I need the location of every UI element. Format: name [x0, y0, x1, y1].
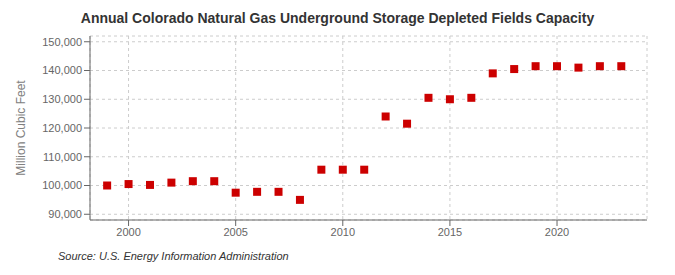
svg-text:2005: 2005: [223, 226, 247, 238]
svg-text:110,000: 110,000: [43, 151, 82, 163]
svg-text:140,000: 140,000: [42, 64, 82, 76]
html-text:Annual Colorado Natural Gas Un: Annual Colorado Natural Gas Underground …: [80, 10, 595, 26]
svg-text:2015: 2015: [438, 226, 462, 238]
svg-text:100,000: 100,000: [42, 179, 82, 191]
svg-text:130,000: 130,000: [42, 93, 82, 105]
svg-text:120,000: 120,000: [42, 122, 82, 134]
svg-text:90,000: 90,000: [48, 208, 82, 220]
svg-text:2020: 2020: [545, 226, 569, 238]
svg-text:2000: 2000: [116, 226, 140, 238]
svg-text:Million Cubic Feet: Million Cubic Feet: [14, 80, 28, 176]
html-text:Source: U.S. Energy Informatio: Source: U.S. Energy Information Administ…: [58, 250, 289, 262]
svg-text:150,000: 150,000: [42, 36, 82, 48]
svg-text:2010: 2010: [331, 226, 355, 238]
